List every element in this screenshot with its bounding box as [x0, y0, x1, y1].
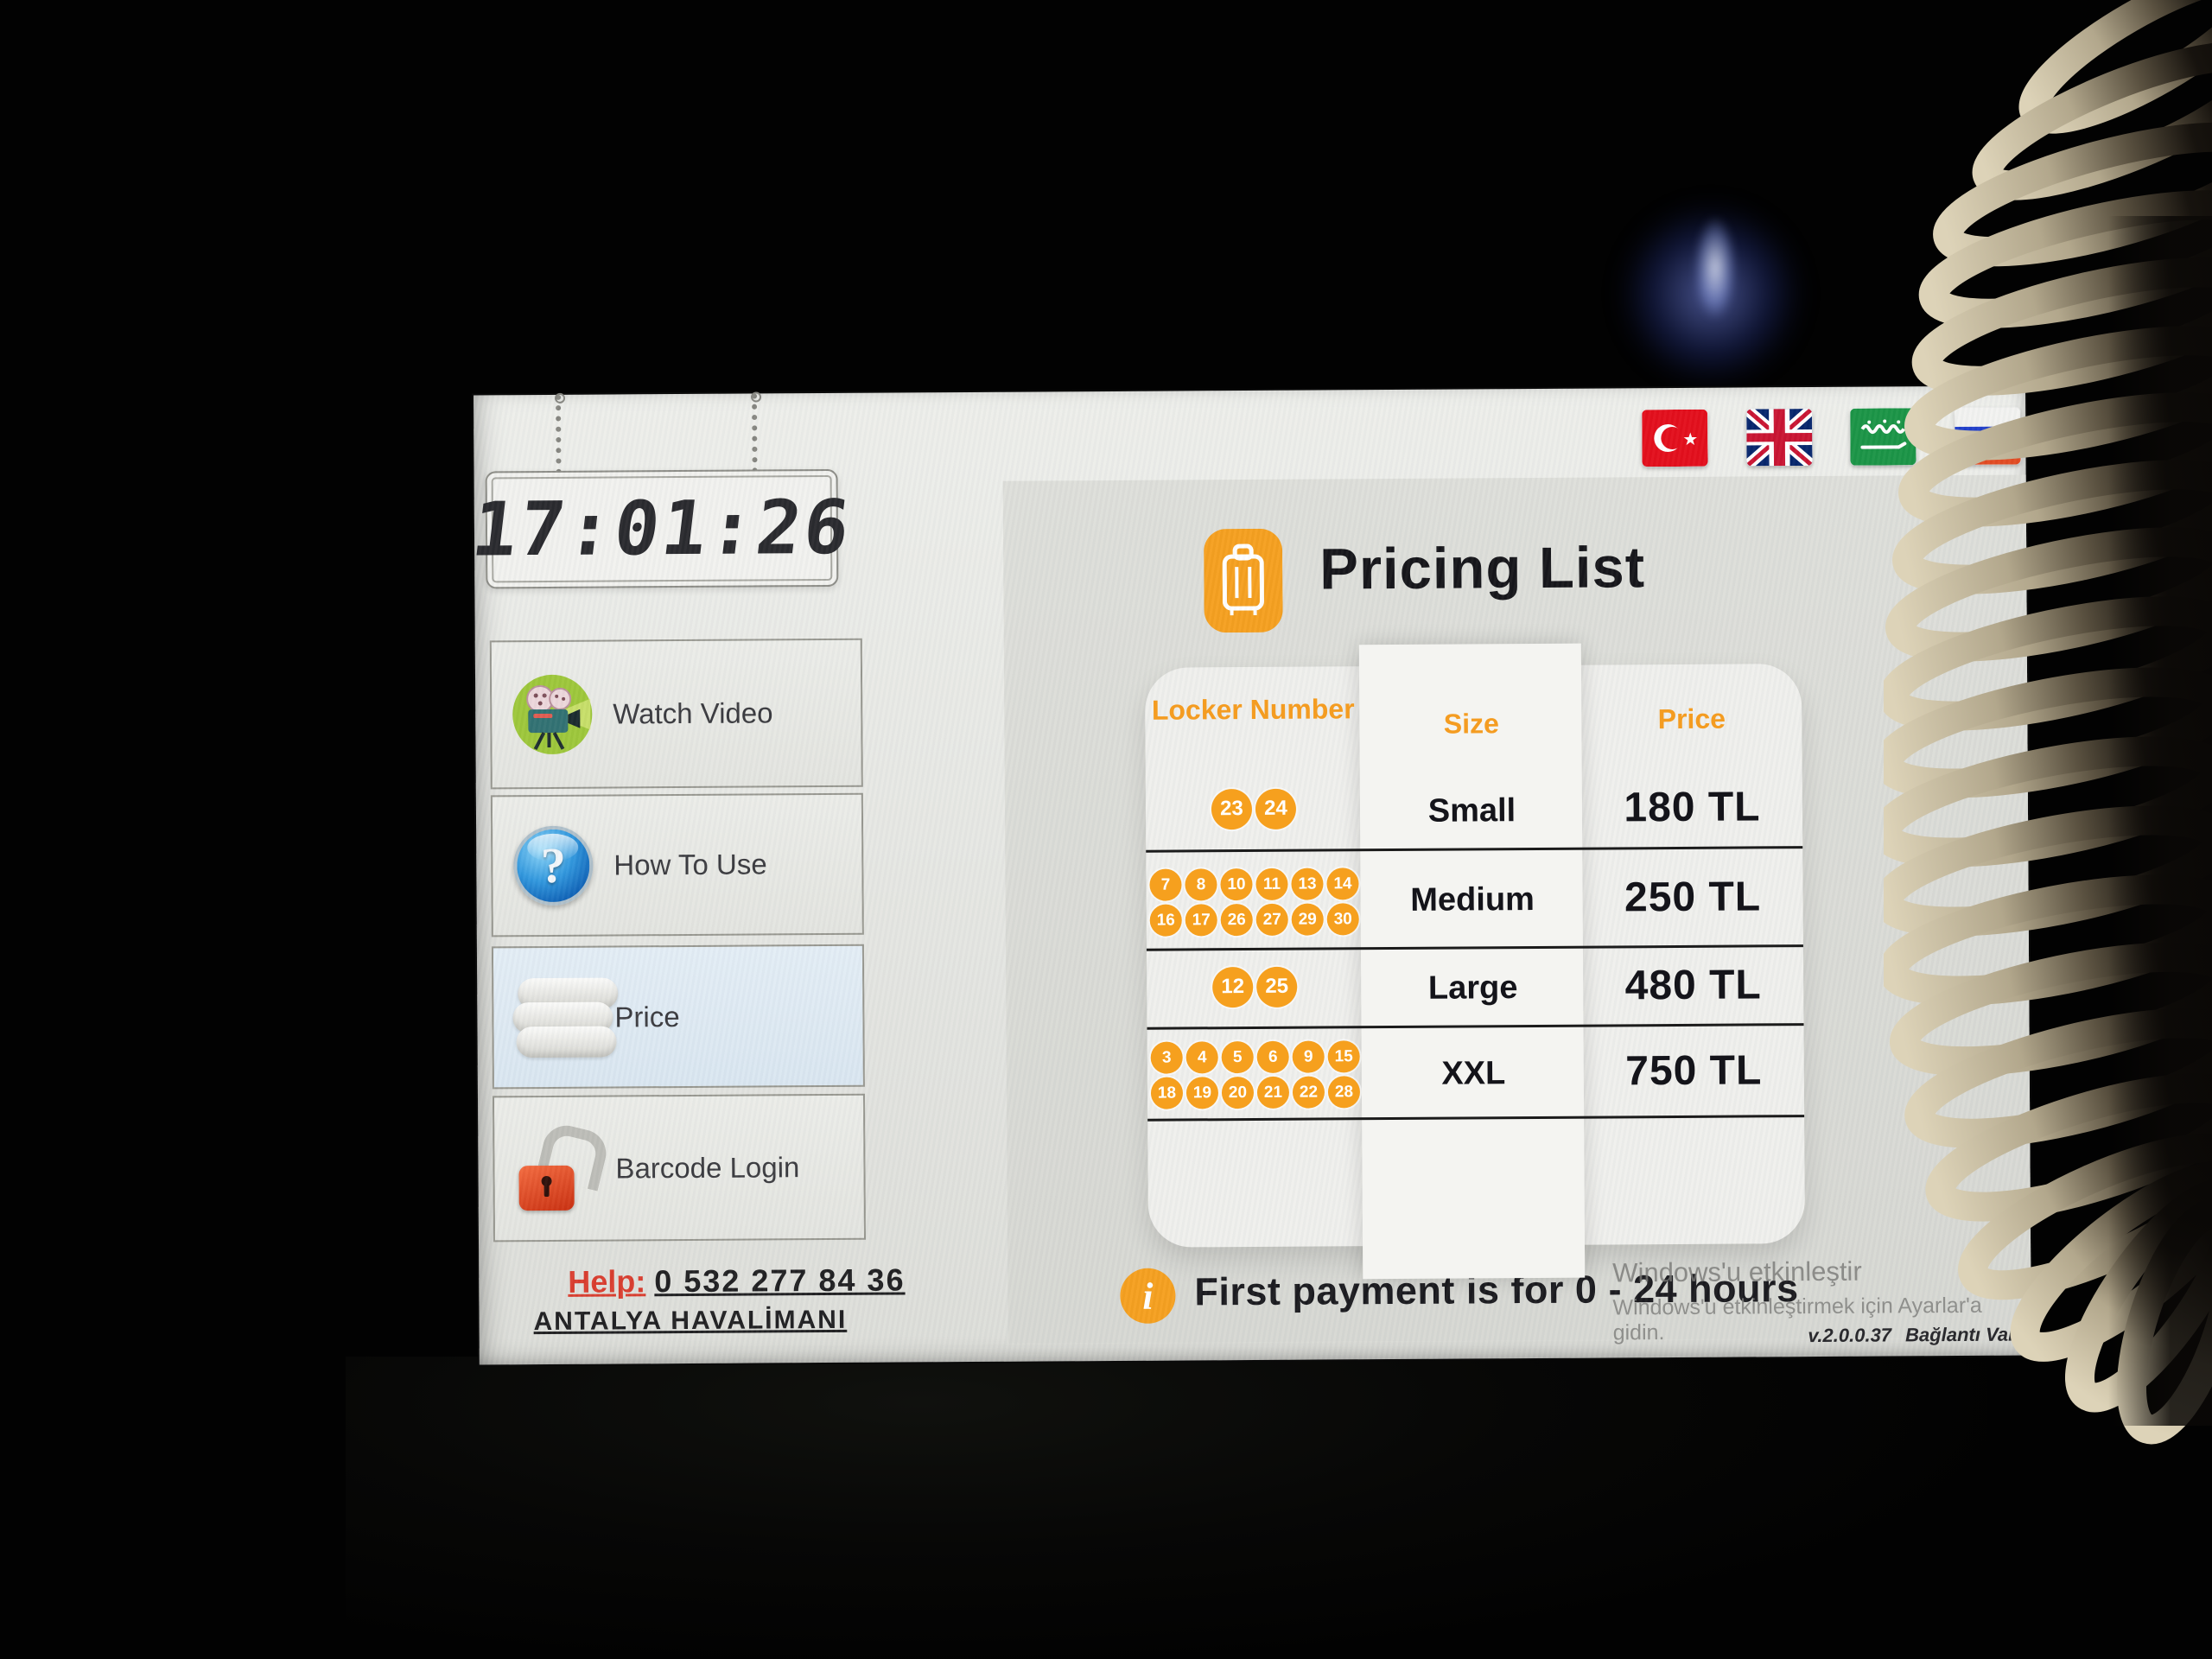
locker-badges-large: 12 25 [1149, 950, 1361, 1023]
clock-chain-left [556, 394, 562, 474]
size-cell: Large [1427, 969, 1518, 1007]
watch-video-button[interactable]: Watch Video [489, 638, 863, 790]
locker-badge: 23 [1211, 788, 1253, 830]
column-header-size: Size [1443, 708, 1499, 740]
locker-badge: 3 [1150, 1041, 1183, 1074]
locker-badge: 27 [1255, 903, 1288, 936]
language-switcher: ★ [1642, 407, 2025, 467]
price-cell: 180 TL [1624, 784, 1761, 831]
column-header-locker-number: Locker Number [1151, 693, 1355, 726]
video-camera-icon [511, 673, 594, 757]
how-to-use-label: How To Use [613, 848, 767, 881]
help-phone-number: 0 532 277 84 36 [654, 1262, 906, 1300]
locker-badge: 26 [1220, 903, 1253, 937]
locker-badge: 14 [1326, 868, 1359, 900]
locker-badge: 4 [1185, 1041, 1218, 1074]
pricing-table: Locker Number Size Price 23 24 Small 180… [1144, 643, 1806, 1280]
pricing-panel: Pricing List Locker Number Size Price 23… [1002, 474, 2031, 1346]
price-cell: 750 TL [1625, 1047, 1763, 1095]
coin-stack-icon [512, 976, 619, 1059]
how-to-use-button[interactable]: ? How To Use [490, 792, 864, 938]
help-label: Help: [568, 1263, 646, 1300]
locker-badge: 10 [1220, 868, 1253, 901]
luggage-icon [1204, 528, 1283, 633]
locker-badge: 22 [1292, 1076, 1325, 1109]
price-cell: 250 TL [1624, 874, 1762, 921]
handset-shadow [2108, 216, 2212, 1426]
location-label: ANTALYA HAVALİMANI [533, 1305, 848, 1337]
size-cell: Medium [1410, 880, 1535, 918]
info-icon: i [1120, 1268, 1176, 1324]
locker-badges-xxl: 3 4 5 6 9 15 18 19 20 21 22 28 [1150, 1036, 1362, 1113]
locker-badge: 8 [1185, 868, 1217, 901]
kiosk-screen: ★ [467, 385, 2031, 1365]
watch-video-label: Watch Video [613, 696, 773, 730]
status-bar: v.2.0.0.37 Bağlantı Var [1799, 1324, 2015, 1348]
price-label: Price [614, 1000, 680, 1033]
locker-badge: 19 [1185, 1077, 1219, 1109]
price-button[interactable]: Price [491, 944, 865, 1090]
locker-badge: 29 [1291, 903, 1324, 936]
locker-badges-small: 23 24 [1148, 773, 1359, 843]
clock: 17:01:26 [467, 468, 856, 589]
help-line: Help: 0 532 277 84 36 [568, 1262, 905, 1300]
locker-badge: 21 [1256, 1076, 1290, 1109]
open-padlock-icon [513, 1120, 612, 1211]
svg-text:★: ★ [1682, 430, 1698, 449]
turkish-flag-icon[interactable]: ★ [1642, 409, 1708, 467]
screen-reflection-core [1689, 203, 1741, 333]
connection-status: Bağlantı Var [1905, 1323, 2016, 1346]
question-mark-icon: ? [512, 824, 595, 908]
locker-badge: 17 [1185, 904, 1217, 937]
locker-badge: 5 [1221, 1040, 1254, 1074]
locker-badge: 20 [1221, 1076, 1255, 1109]
barcode-login-button[interactable]: Barcode Login [492, 1093, 866, 1243]
locker-badges-medium: 7 8 10 11 13 14 16 17 26 27 29 30 [1148, 863, 1360, 940]
locker-badge: 30 [1326, 903, 1359, 936]
locker-badge: 11 [1255, 868, 1288, 900]
screen-reflection [1581, 164, 1840, 423]
english-flag-icon[interactable] [1746, 409, 1813, 467]
locker-badge: 25 [1256, 966, 1298, 1007]
floor-shadow [346, 1357, 1987, 1659]
size-cell: Small [1427, 792, 1516, 830]
russian-flag-icon[interactable] [1955, 407, 2021, 466]
version-label: v.2.0.0.37 [1808, 1324, 1892, 1347]
locker-badge: 13 [1291, 868, 1324, 900]
column-header-price: Price [1657, 702, 1726, 735]
locker-badge: 12 [1212, 966, 1254, 1007]
arabic-flag-icon[interactable] [1850, 408, 1916, 466]
locker-badge: 18 [1150, 1077, 1184, 1109]
size-cell: XXL [1441, 1055, 1506, 1092]
locker-badge: 9 [1292, 1040, 1325, 1073]
clock-time: 17:01:26 [467, 484, 856, 574]
locker-badge: 16 [1149, 904, 1182, 937]
barcode-login-label: Barcode Login [615, 1150, 800, 1184]
locker-badge: 24 [1255, 788, 1297, 830]
clock-chain-right [752, 393, 758, 474]
locker-badge: 7 [1149, 868, 1182, 901]
price-cell: 480 TL [1624, 962, 1762, 1009]
windows-watermark-line1: Windows'u etkinleştir [1612, 1255, 1862, 1288]
locker-badge: 15 [1327, 1040, 1360, 1073]
locker-badge: 28 [1327, 1076, 1361, 1109]
page-title: Pricing List [1319, 535, 1646, 602]
locker-badge: 6 [1256, 1040, 1289, 1073]
